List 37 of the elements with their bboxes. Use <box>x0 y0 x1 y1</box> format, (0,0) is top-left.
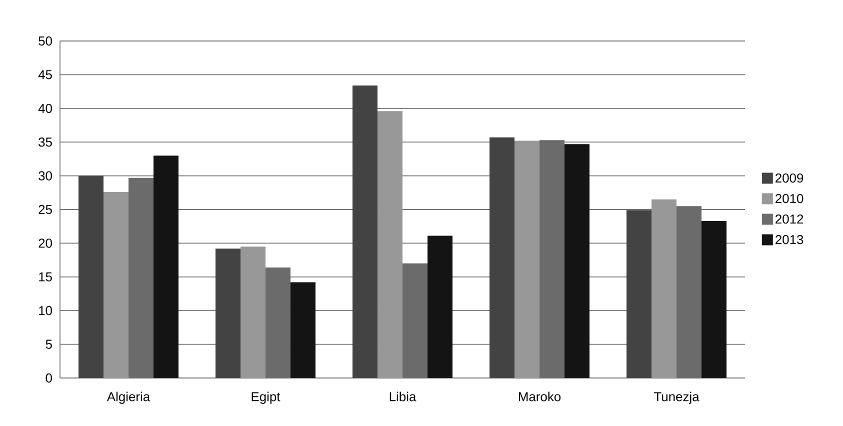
bar <box>78 176 104 378</box>
y-tick-label: 25 <box>38 204 52 214</box>
bar <box>104 192 129 378</box>
x-tick-label: Libia <box>390 392 416 402</box>
bar <box>290 282 316 378</box>
bar <box>626 210 652 378</box>
bar <box>378 111 403 378</box>
bar <box>564 144 590 378</box>
bar <box>702 220 727 378</box>
x-tick-label: Maroko <box>518 392 561 402</box>
legend-label: 2010 <box>776 194 804 204</box>
bar <box>652 199 677 378</box>
y-tick-label: 45 <box>38 70 52 80</box>
bar <box>216 248 241 378</box>
legend-label: 2009 <box>776 173 804 183</box>
y-tick-label: 50 <box>38 36 52 46</box>
bar <box>352 85 378 378</box>
y-tick-label: 35 <box>38 138 52 147</box>
legend-label: 2013 <box>776 235 804 244</box>
bar <box>490 137 515 378</box>
legend-label: 2012 <box>776 214 804 224</box>
y-tick-label: 20 <box>38 238 52 248</box>
x-tick-label: Egipt <box>252 392 280 404</box>
x-tick-label: Algieria <box>106 392 150 404</box>
bar <box>428 236 453 378</box>
y-tick-label: 0 <box>46 373 52 383</box>
bar <box>240 246 266 378</box>
bar <box>402 263 428 378</box>
x-tick-label: Tunezja <box>654 392 700 404</box>
bar <box>154 156 179 378</box>
bar <box>514 140 540 378</box>
y-tick-label: 40 <box>38 104 52 113</box>
y-tick-label: 15 <box>39 272 52 282</box>
y-tick-label: 30 <box>38 171 52 180</box>
y-tick-label: 10 <box>39 306 52 316</box>
bar <box>128 178 154 378</box>
y-tick-label: 5 <box>46 340 52 349</box>
